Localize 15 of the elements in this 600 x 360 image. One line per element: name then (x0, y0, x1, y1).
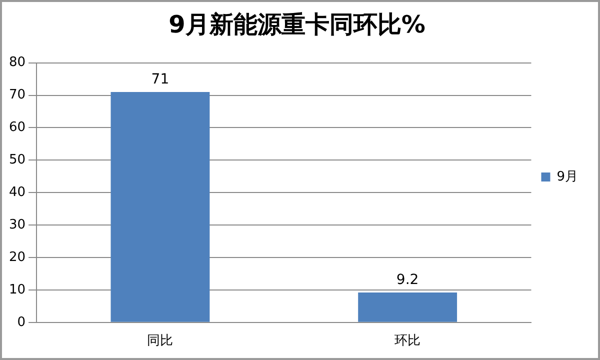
y-tick-label: 40 (8, 184, 26, 200)
x-tick-label: 环比 (394, 334, 421, 349)
data-label: 71 (151, 72, 170, 88)
y-tick-label: 70 (8, 88, 26, 103)
y-tick-label: 60 (8, 120, 26, 136)
y-tick-label: 20 (8, 250, 26, 265)
data-label: 9.2 (396, 272, 419, 288)
legend-label: 9月 (556, 169, 578, 184)
y-tick-label: 80 (8, 55, 26, 70)
x-tick-label: 同比 (147, 334, 174, 349)
chart-title: 9月新能源重卡同环比% (168, 10, 426, 39)
y-tick-label: 50 (8, 152, 26, 168)
y-tick-label: 0 (17, 314, 26, 330)
y-tick-label: 10 (8, 282, 26, 298)
y-tick-label: 30 (8, 217, 26, 232)
